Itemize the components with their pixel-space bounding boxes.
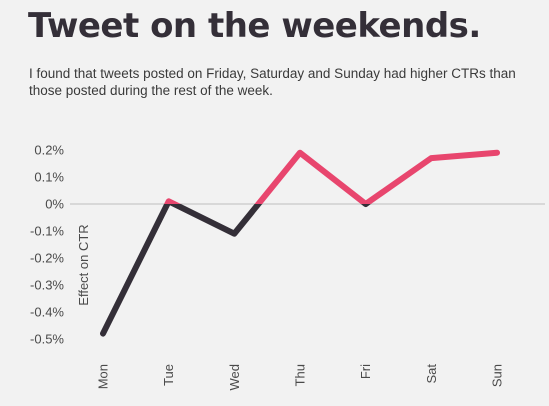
data-point xyxy=(363,201,369,207)
y-tick-label: -0.5% xyxy=(30,332,64,347)
y-tick-label: -0.4% xyxy=(30,305,64,320)
data-point xyxy=(231,231,237,237)
y-tick-label: -0.2% xyxy=(30,251,64,266)
data-point xyxy=(428,155,434,161)
data-points xyxy=(100,150,500,337)
chart-title: Tweet on the weekends. xyxy=(28,6,481,46)
x-tick-label: Fri xyxy=(358,364,373,379)
y-axis-ticks: 0.2% 0.1% 0% -0.1% -0.2% -0.3% -0.4% -0.5% xyxy=(30,143,64,347)
y-tick-label: 0% xyxy=(45,197,64,212)
x-tick-label: Sat xyxy=(424,364,439,384)
y-tick-label: 0.1% xyxy=(34,170,64,185)
x-tick-label: Thu xyxy=(293,364,308,386)
chart-subtitle: I found that tweets posted on Friday, Sa… xyxy=(29,66,516,98)
x-tick-label: Sun xyxy=(490,364,505,387)
y-tick-label: 0.2% xyxy=(34,143,64,158)
data-point xyxy=(166,198,172,204)
data-point xyxy=(100,331,106,337)
y-tick-label: -0.1% xyxy=(30,224,64,239)
data-point xyxy=(494,150,500,156)
series-line-below-zero xyxy=(100,204,371,337)
x-tick-label: Mon xyxy=(96,364,111,389)
x-tick-label: Wed xyxy=(227,364,242,391)
series-line-above-zero xyxy=(164,149,500,204)
y-axis-label: Effect on CTR xyxy=(76,224,91,305)
data-point xyxy=(297,150,303,156)
x-tick-label: Tue xyxy=(161,364,176,386)
y-tick-label: -0.3% xyxy=(30,278,64,293)
x-axis-ticks: Mon Tue Wed Thu Fri Sat Sun xyxy=(96,364,505,391)
